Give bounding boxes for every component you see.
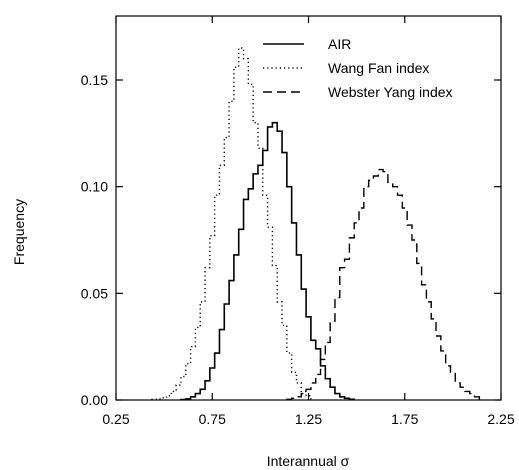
plot-frame [115, 15, 502, 401]
x-tick-label: 1.25 [295, 411, 322, 427]
x-tick-label: 0.75 [199, 411, 226, 427]
y-tick-label: 0.10 [81, 179, 108, 195]
y-tick-label: 0.00 [81, 392, 108, 408]
x-axis-title: Interannual σ [267, 453, 350, 469]
x-tick-label: 0.25 [102, 411, 129, 427]
y-tick-label: 0.05 [81, 285, 108, 301]
y-axis-title: Frequency [11, 199, 27, 265]
legend: AIR Wang Fan index Webster Yang index [263, 36, 453, 100]
legend-label-2: Wang Fan index [328, 60, 429, 76]
y-tick-label: 0.15 [81, 72, 108, 88]
series-line-2 [151, 47, 312, 401]
series-line-3 [286, 168, 485, 401]
axes: 0.25 0.75 1.25 1.75 2.25 0.00 0.05 0.10 0.15 [81, 15, 515, 427]
legend-label-3: Webster Yang index [328, 84, 453, 100]
x-tick-label: 1.75 [391, 411, 418, 427]
x-tick-label: 2.25 [487, 411, 514, 427]
legend-label-1: AIR [328, 36, 351, 52]
series-line-1 [180, 121, 356, 401]
series-layer [151, 47, 485, 401]
